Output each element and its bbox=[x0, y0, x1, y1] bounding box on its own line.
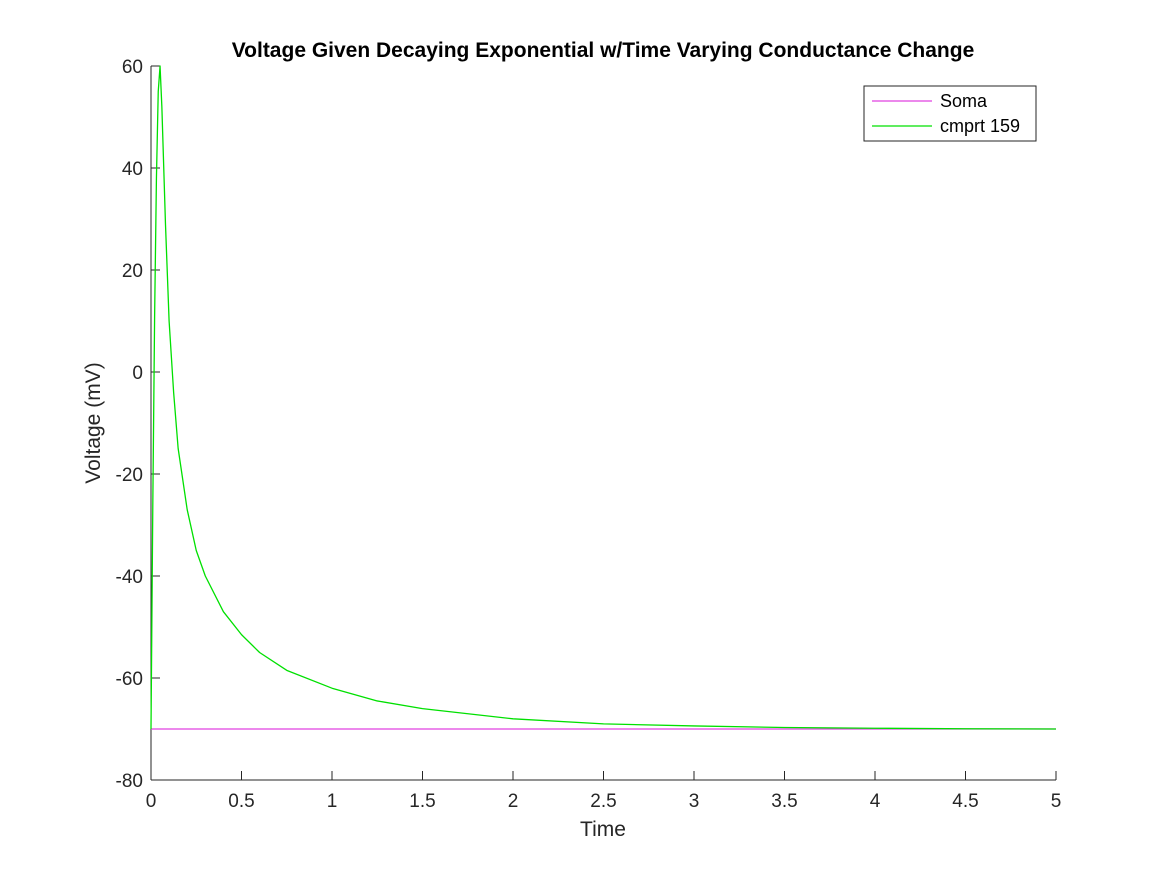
y-tick-label: -40 bbox=[116, 567, 143, 588]
x-tick-label: 1 bbox=[327, 791, 338, 812]
series-line-cmprt-159 bbox=[150, 65, 1057, 730]
y-tick-label: 40 bbox=[122, 159, 143, 180]
x-tick-label: 2.5 bbox=[590, 791, 616, 812]
y-tick-label: -80 bbox=[116, 771, 143, 792]
x-axis-label: Time bbox=[580, 818, 626, 841]
y-tick-label: 20 bbox=[122, 261, 143, 282]
legend-label: Soma bbox=[940, 91, 988, 111]
plot-area: 0 0.5 1 1.5 2 2.5 3 3.5 4 4.5 5 -80 -60 -40 -20 0 20 40 60… bbox=[116, 57, 1062, 812]
y-tick-label: 0 bbox=[132, 363, 143, 384]
y-axis-label: Voltage (mV) bbox=[82, 362, 105, 483]
legend-box bbox=[863, 85, 1037, 142]
chart-title: Voltage Given Decaying Exponential w/Tim… bbox=[232, 39, 975, 62]
x-tick-label: 3 bbox=[689, 791, 700, 812]
x-tick-label: 4 bbox=[870, 791, 881, 812]
x-tick-label: 4.5 bbox=[952, 791, 978, 812]
y-tick-label: -20 bbox=[116, 465, 143, 486]
x-tick-label: 5 bbox=[1051, 791, 1062, 812]
x-tick-label: 1.5 bbox=[409, 791, 435, 812]
x-tick-label: 2 bbox=[508, 791, 519, 812]
x-tick-label: 3.5 bbox=[771, 791, 797, 812]
y-tick-label: -60 bbox=[116, 669, 143, 690]
x-tick-label: 0.5 bbox=[228, 791, 254, 812]
legend-label: cmprt 159 bbox=[940, 116, 1020, 136]
y-tick-label: 60 bbox=[122, 57, 143, 78]
x-tick-label: 0 bbox=[146, 791, 157, 812]
